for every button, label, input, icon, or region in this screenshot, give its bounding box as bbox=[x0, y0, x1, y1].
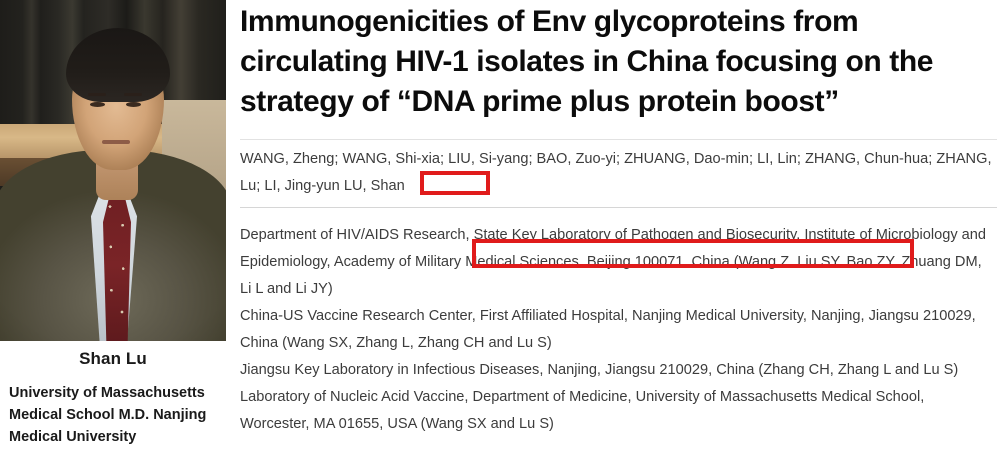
shan-lu-portrait-photo bbox=[0, 0, 226, 341]
article-title: Immunogenicities of Env glycoproteins fr… bbox=[240, 5, 934, 118]
article-metadata-column: Immunogenicities of Env glycoproteins fr… bbox=[240, 0, 997, 473]
portrait-name-caption: Shan Lu bbox=[79, 349, 147, 368]
photo-mouth bbox=[102, 140, 130, 144]
photo-eye-right bbox=[126, 102, 141, 107]
affiliation-list: Department of HIV/AIDS Research, State K… bbox=[240, 222, 997, 438]
photo-eyebrow-right bbox=[124, 93, 142, 96]
affiliation-item: Department of HIV/AIDS Research, State K… bbox=[240, 227, 987, 297]
author-list: WANG, Zheng; WANG, Shi-xia; LIU, Si-yang… bbox=[240, 151, 992, 194]
divider-below-authors bbox=[240, 207, 997, 208]
affiliation-item: Laboratory of Nucleic Acid Vaccine, Depa… bbox=[240, 389, 925, 432]
photo-hair bbox=[66, 28, 170, 102]
photo-vignette bbox=[0, 0, 226, 341]
photo-eye-left bbox=[90, 102, 105, 107]
divider-above-authors bbox=[240, 139, 997, 140]
photo-eyebrow-left bbox=[88, 93, 106, 96]
photo-necktie bbox=[103, 188, 131, 341]
affiliation-item: China-US Vaccine Research Center, First … bbox=[240, 308, 976, 351]
portrait-affiliation-caption: University of Massachusetts Medical Scho… bbox=[9, 385, 207, 445]
affiliation-item: Jiangsu Key Laboratory in Infectious Dis… bbox=[240, 362, 959, 378]
author-portrait-column: Shan Lu University of Massachusetts Medi… bbox=[0, 0, 226, 473]
